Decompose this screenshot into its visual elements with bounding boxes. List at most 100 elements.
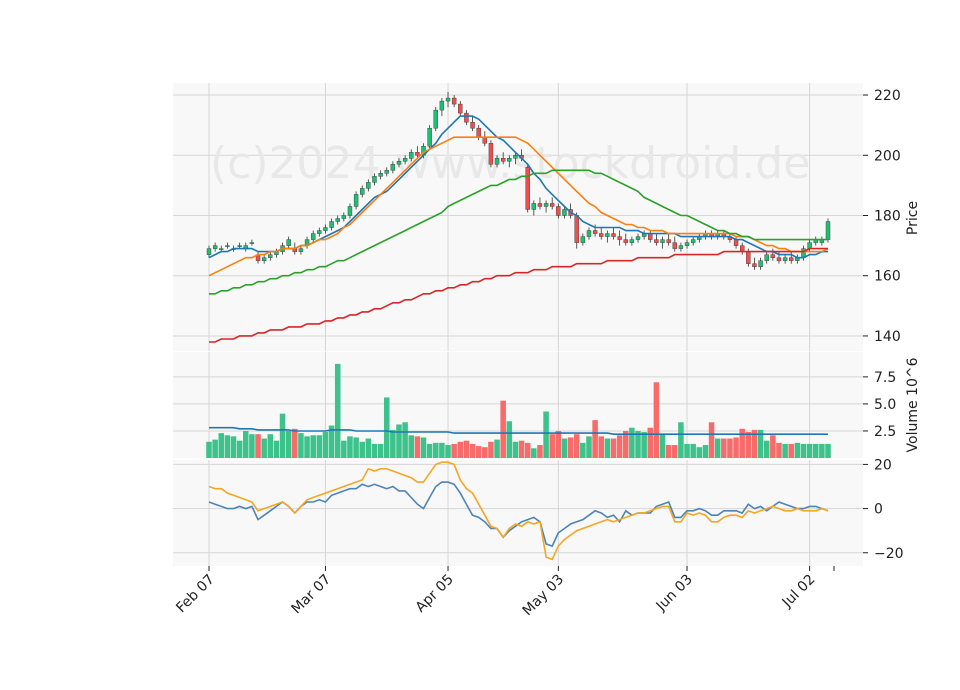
volume-bar xyxy=(696,447,703,458)
volume-bar xyxy=(292,428,298,458)
y-tick-label: 200 xyxy=(874,148,901,164)
candle-body xyxy=(752,263,757,267)
oscillator-series xyxy=(208,461,829,561)
candle-body xyxy=(464,112,469,123)
moving-average-line xyxy=(209,247,828,343)
candle-body xyxy=(562,209,567,216)
y-tick-label: 140 xyxy=(874,329,901,345)
candle-body xyxy=(237,245,242,247)
volume-bar xyxy=(512,441,519,458)
candle-body xyxy=(206,248,212,255)
volume-bar xyxy=(482,447,488,458)
x-tick-label: Feb 07 xyxy=(173,572,218,617)
candle-body xyxy=(678,245,684,249)
candle-body xyxy=(494,158,500,165)
volume-bar xyxy=(733,437,739,458)
volume-bar xyxy=(531,448,537,458)
candle-body xyxy=(739,245,745,252)
volume-bar xyxy=(678,422,684,458)
volume-bar xyxy=(433,442,439,458)
volume-bar xyxy=(702,445,709,458)
price-series xyxy=(206,92,831,343)
volume-bar xyxy=(322,432,329,458)
candle-body xyxy=(378,173,383,177)
volume-bar xyxy=(359,441,365,458)
candle-body xyxy=(409,152,414,159)
volume-bar xyxy=(610,438,617,458)
y-tick-label: −20 xyxy=(874,546,904,562)
candle-body xyxy=(261,257,267,261)
y-tick-label: 20 xyxy=(874,457,892,473)
volume-bar xyxy=(714,438,721,458)
volume-bar xyxy=(561,438,568,458)
x-tick-label: Apr 05 xyxy=(413,572,457,616)
candle-body xyxy=(586,230,592,237)
volume-bar xyxy=(488,441,494,458)
volume-bar xyxy=(383,397,390,458)
candle-body xyxy=(341,215,347,219)
candle-body xyxy=(733,239,739,246)
candle-body xyxy=(445,97,451,102)
volume-bar xyxy=(224,435,231,458)
volume-bar xyxy=(243,430,249,458)
volume-bar xyxy=(770,435,776,458)
candle-body xyxy=(500,158,506,162)
moving-average-line xyxy=(208,136,829,277)
candle-body xyxy=(635,236,641,240)
volume-axis-label: Volume 10^6 xyxy=(905,357,921,452)
volume-bar xyxy=(469,443,476,458)
candle-body xyxy=(433,109,438,129)
volume-bar xyxy=(604,438,611,458)
volume-bar xyxy=(414,436,421,458)
volume-bar xyxy=(708,422,715,458)
volume-bar xyxy=(494,439,500,458)
volume-bar xyxy=(721,438,727,458)
volume-bar xyxy=(402,422,408,458)
volume-bar xyxy=(206,441,212,458)
candle-body xyxy=(360,188,365,195)
volume-bar xyxy=(445,445,451,458)
candle-body xyxy=(323,227,328,231)
volume-bar xyxy=(684,443,690,458)
volume-bar xyxy=(273,440,280,458)
volume-bar xyxy=(279,413,286,458)
volume-bar xyxy=(555,430,562,458)
volume-bar xyxy=(549,434,555,458)
candle-body xyxy=(574,215,579,243)
candle-body xyxy=(225,245,230,247)
y-tick-label: 5.0 xyxy=(874,397,896,413)
volume-bar xyxy=(622,430,629,458)
volume-bar xyxy=(782,443,788,458)
candle-body xyxy=(611,233,616,237)
volume-bar xyxy=(672,445,678,458)
volume-bar xyxy=(365,438,372,458)
candle-body xyxy=(353,194,359,207)
candle-body xyxy=(335,218,340,222)
volume-bar xyxy=(506,421,513,458)
oscillator-line xyxy=(208,481,829,548)
candle-body xyxy=(758,260,763,267)
volume-bar xyxy=(341,440,347,458)
moving-average-line xyxy=(209,169,828,295)
candle-body xyxy=(556,206,561,216)
volume-bar xyxy=(230,436,237,458)
watermark: (c)2024 www.stockdroid.de xyxy=(210,138,810,189)
candle-body xyxy=(390,164,396,171)
candle-body xyxy=(317,230,322,234)
candle-body xyxy=(458,103,463,114)
volume-bar xyxy=(543,411,549,458)
candle-body xyxy=(366,182,371,189)
volume-bar xyxy=(310,435,316,458)
volume-bar xyxy=(800,443,807,458)
volume-bar xyxy=(524,442,531,458)
volume-bar xyxy=(218,433,225,458)
volume-bar xyxy=(812,443,819,458)
volume-bar xyxy=(451,443,457,458)
candle-body xyxy=(746,251,751,264)
candle-body xyxy=(384,170,389,174)
candle-body xyxy=(776,257,782,261)
volume-bar xyxy=(586,436,592,458)
volume-bar xyxy=(592,420,598,458)
candle-body xyxy=(684,242,690,246)
